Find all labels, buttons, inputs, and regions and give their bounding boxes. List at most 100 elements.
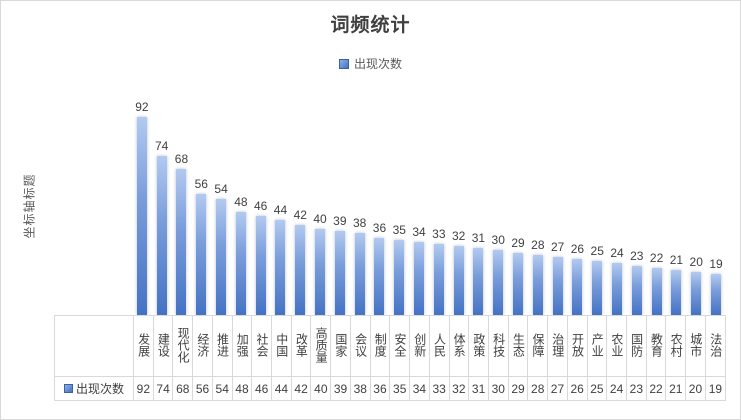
bar-value-label: 21 [669,253,684,267]
bar[interactable] [711,274,721,315]
bar[interactable] [295,225,306,315]
bar[interactable] [513,253,524,315]
bar-value-label: 92 [135,100,149,114]
bar[interactable] [691,272,702,315]
bar[interactable] [651,268,662,315]
legend-item[interactable]: 出现次数 [338,55,402,72]
bar-value-label: 20 [689,255,703,269]
category-cell: 生态 [507,315,529,377]
bar[interactable] [612,263,623,315]
bar-value-label: 33 [432,227,446,241]
bar-slot: 25 [587,96,607,315]
bar[interactable] [433,244,444,315]
bar-value-label: 32 [451,229,466,243]
bar[interactable] [414,242,425,315]
bar-value-label: 68 [174,152,189,166]
bar-slot: 40 [310,96,330,315]
bar-value-label: 56 [194,177,208,191]
category-cell: 推进 [211,315,233,377]
value-cell: 21 [665,376,687,401]
bar-slot: 30 [488,96,508,315]
bar-value-label: 44 [273,203,288,217]
bar[interactable] [453,246,464,315]
category-cell: 农业 [606,315,627,377]
bar-value-label: 23 [630,249,644,263]
category-cell: 创新 [409,315,430,377]
bar[interactable] [235,212,246,315]
bar-slot: 29 [508,96,528,315]
bar-slot: 74 [152,96,172,315]
category-cell: 加强 [231,315,253,377]
category-cell: 开放 [566,315,588,377]
bar[interactable] [255,216,266,315]
bar-value-label: 26 [570,242,585,256]
bar-value-label: 39 [333,214,347,228]
bar[interactable] [275,220,286,315]
bar[interactable] [374,238,385,315]
bar[interactable] [532,255,543,315]
value-cell: 35 [389,376,411,401]
data-table-category-row: 发展 建设 现代化 经济 推进 加强 社会 中国 改革 高质量 国家 会议 制度 安全 创新 人民 体系 政策 科技… [54,315,727,377]
value-cell: 33 [428,376,450,401]
bar-slot: 24 [607,96,627,315]
value-cell: 26 [566,376,588,401]
bar[interactable] [631,266,642,315]
row-header-swatch-icon [63,384,73,393]
bar[interactable] [334,231,345,315]
value-cell: 28 [527,376,549,401]
bar[interactable] [136,117,147,315]
bar-slot: 36 [370,96,390,315]
bar-slot: 28 [528,96,548,315]
data-table-value-row: 出现次数 92 74 68 56 54 48 46 44 42 40 39 38 36 35 34 33 32 31… [54,376,727,401]
bar[interactable] [354,233,365,315]
bar[interactable] [176,169,187,315]
bar-slot: 92 [132,96,152,315]
category-cell: 教育 [645,315,667,377]
bar-value-label: 36 [372,221,387,235]
category-cell: 政策 [468,315,489,377]
bar[interactable] [196,194,207,315]
value-cell: 23 [625,376,647,401]
bar[interactable] [473,248,484,315]
value-cell: 30 [487,376,509,401]
value-cell: 24 [606,376,627,401]
bar-slot: 34 [409,96,429,315]
bar[interactable] [394,240,405,315]
value-cell: 32 [448,376,470,401]
category-cell: 保障 [527,315,549,377]
category-cell: 发展 [133,315,154,377]
bar-slot: 33 [429,96,449,315]
value-cell: 39 [330,376,351,401]
bar[interactable] [156,156,167,315]
bar-slot: 35 [389,96,409,315]
bar-slot: 44 [271,96,291,315]
bar[interactable] [216,199,227,315]
category-cell: 经济 [192,315,213,377]
plot-area: 92 74 68 56 54 48 46 44 42 40 39 38 36 35 34 33 32 31 30 29… [132,96,726,315]
table-row-header: 出现次数 [54,376,134,401]
value-cell: 31 [468,376,489,401]
category-cell: 建设 [152,315,174,377]
value-cell: 34 [409,376,430,401]
bar[interactable] [315,229,326,315]
category-cell: 会议 [349,315,371,377]
category-cell: 治理 [547,315,568,377]
row-header-label: 出现次数 [75,382,124,396]
bar-value-label: 24 [610,246,624,260]
bar-slot: 26 [568,96,588,315]
bar-value-label: 34 [412,225,426,239]
bar-value-label: 30 [491,233,505,247]
bar-slot: 31 [469,96,489,315]
bar-slot: 23 [627,96,647,315]
bar-value-label: 42 [293,208,307,222]
bar[interactable] [572,259,583,315]
value-cell: 22 [645,376,667,401]
bar[interactable] [671,270,682,315]
chart-legend: 出现次数 [1,55,740,72]
bar[interactable] [552,257,563,315]
category-cell: 改革 [290,315,312,377]
category-cell: 农村 [665,315,687,377]
category-cell: 社会 [251,315,273,377]
bar[interactable] [592,261,603,315]
bar[interactable] [493,250,504,315]
